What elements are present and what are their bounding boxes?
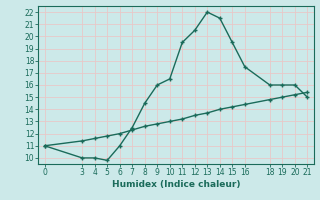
X-axis label: Humidex (Indice chaleur): Humidex (Indice chaleur) [112, 180, 240, 189]
